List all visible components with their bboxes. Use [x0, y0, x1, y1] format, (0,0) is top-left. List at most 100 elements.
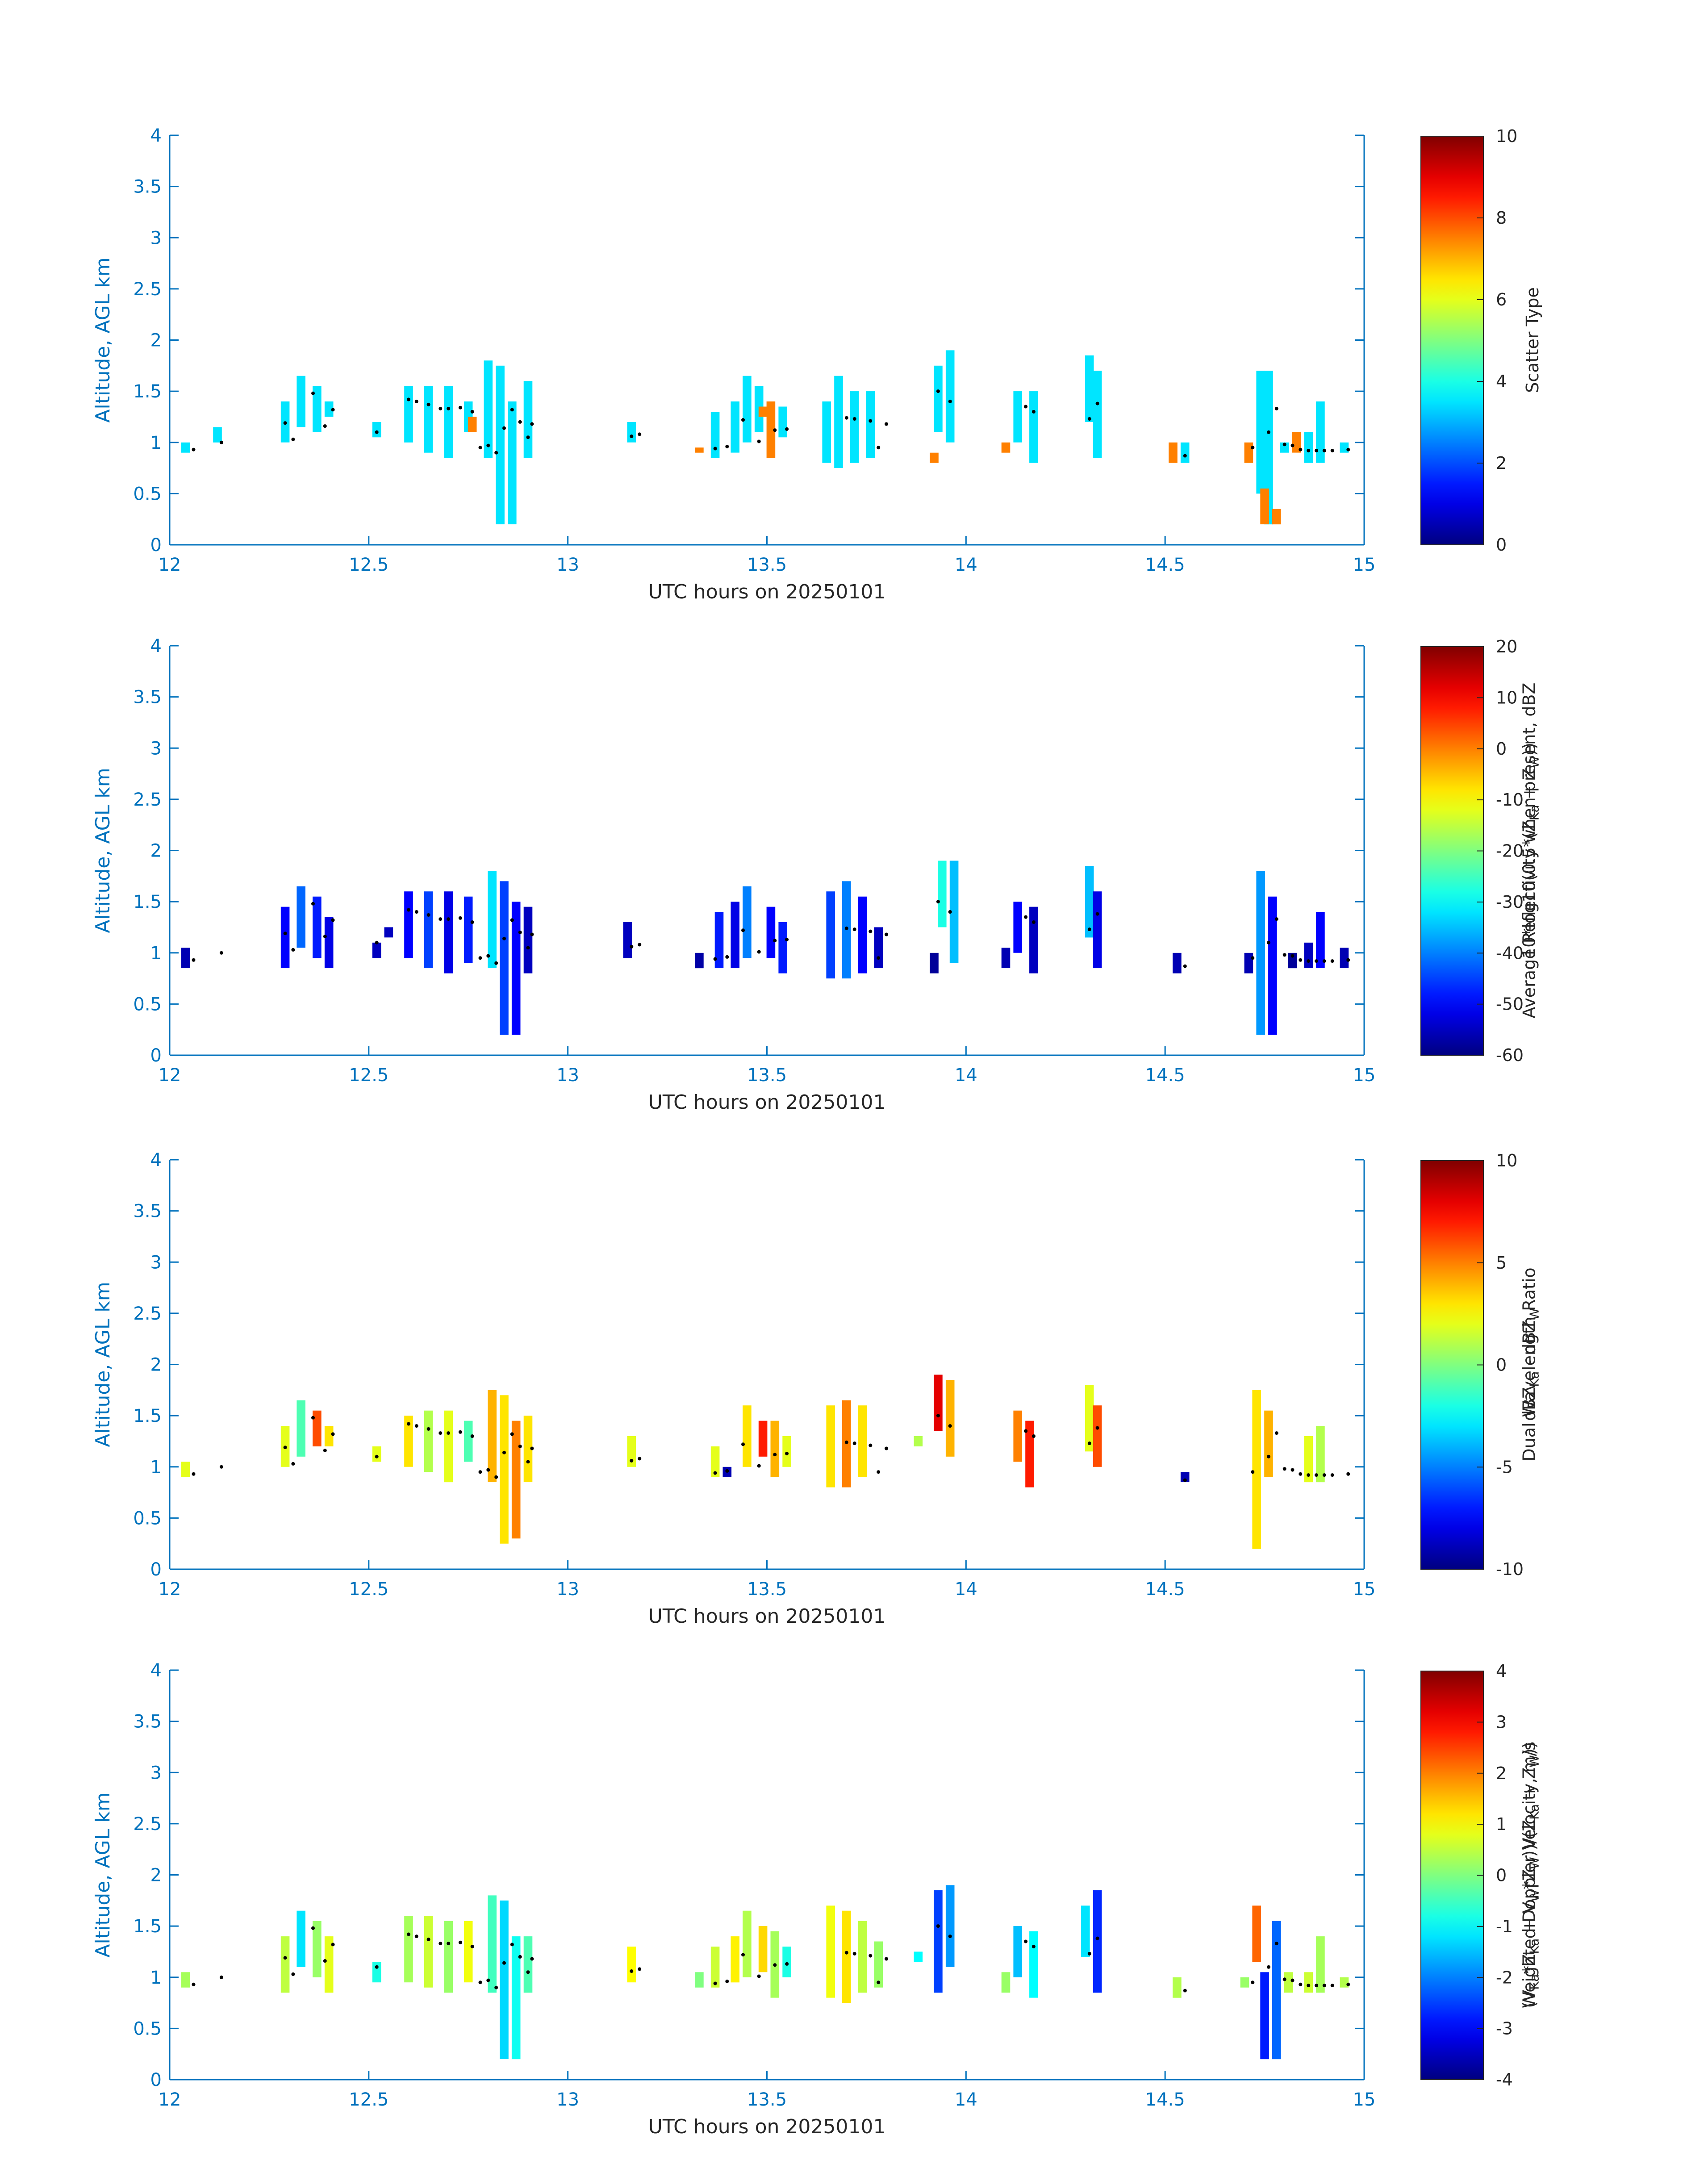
data-cell — [1001, 948, 1011, 969]
y-tick-label: 4 — [150, 636, 162, 656]
y-axis-title: Altitude, AGL km — [92, 1792, 114, 1957]
cloud-base-marker — [1031, 410, 1036, 414]
data-cell — [324, 917, 334, 969]
cloud-base-marker — [630, 1969, 634, 1973]
data-cell — [508, 401, 517, 525]
data-cell — [464, 896, 473, 963]
data-cell — [1013, 391, 1022, 443]
data-cell — [444, 1410, 453, 1483]
data-cell — [324, 401, 334, 417]
colorbar-tick-label: -3 — [1496, 2019, 1513, 2039]
cloud-base-marker — [426, 402, 430, 406]
cloud-base-marker — [1031, 1945, 1036, 1948]
cloud-base-marker — [757, 439, 761, 443]
cloud-base-marker — [1315, 1984, 1318, 1988]
data-cell — [511, 1936, 521, 2060]
cloud-base-marker — [1299, 1472, 1303, 1476]
data-cell — [930, 953, 939, 974]
colorbar-label-sub: W — [1527, 756, 1541, 769]
cloud-base-marker — [502, 1961, 506, 1965]
colorbar-gradient — [1420, 1160, 1484, 1570]
cloud-base-marker — [291, 1972, 295, 1976]
colorbar-tick-label: -5 — [1496, 1457, 1513, 1477]
cloud-base-marker — [414, 1424, 418, 1428]
colorbar-tick-label: 0 — [1496, 535, 1507, 555]
x-axis-title: UTC hours on 20250101 — [648, 1605, 886, 1628]
data-cell — [623, 922, 632, 958]
y-tick-label: 2 — [150, 330, 162, 351]
cloud-base-marker — [502, 936, 506, 940]
cloud-base-marker — [414, 400, 418, 403]
cloud-base-marker — [785, 427, 789, 431]
data-cell — [296, 1910, 305, 1967]
data-cell — [1272, 1921, 1281, 2060]
cloud-base-marker — [1307, 1473, 1311, 1477]
colorbar-label-seg: ))/(Z — [1519, 1820, 1539, 1857]
x-tick-label: 15 — [1353, 1065, 1376, 1086]
cloud-base-marker — [510, 1432, 514, 1436]
cloud-base-marker — [1315, 1473, 1318, 1477]
data-cell — [758, 1421, 768, 1457]
data-cell — [404, 1416, 413, 1467]
data-cell — [372, 1962, 381, 1983]
x-tick-label: 13.5 — [747, 1065, 787, 1086]
data-cell — [766, 907, 776, 958]
y-tick-label: 2.5 — [133, 790, 162, 810]
cloud-base-marker — [773, 1453, 777, 1457]
x-tick-label: 14.5 — [1145, 555, 1185, 575]
data-cell — [500, 1900, 509, 2060]
cloud-base-marker — [1346, 1472, 1350, 1476]
data-cell — [1252, 1390, 1261, 1549]
cloud-base-marker — [741, 1953, 745, 1957]
cloud-base-marker — [426, 1937, 430, 1941]
data-cell — [770, 1421, 780, 1477]
data-cell — [1260, 1972, 1269, 2060]
data-cell — [758, 1926, 768, 1972]
cloud-base-marker — [936, 1414, 940, 1418]
cloud-base-marker — [1024, 405, 1028, 409]
data-cell — [858, 896, 867, 974]
cloud-base-marker — [526, 435, 530, 439]
data-cell — [1085, 1385, 1094, 1452]
cloud-base-marker — [478, 956, 482, 960]
colorbar-tick-label: -30 — [1496, 892, 1524, 912]
x-tick-label: 12.5 — [349, 2089, 388, 2110]
colorbar-label-sub: W — [1527, 1857, 1541, 1869]
data-cell — [1244, 953, 1253, 974]
colorbar-label-seg: - dBZ — [1519, 1320, 1539, 1371]
cloud-base-marker — [1274, 1942, 1278, 1946]
y-tick-label: 2.5 — [133, 1304, 162, 1324]
data-cell — [1340, 442, 1349, 453]
cloud-base-marker — [1290, 1978, 1295, 1982]
cloud-base-marker — [1087, 1442, 1091, 1445]
data-cell — [1001, 442, 1011, 453]
data-cell — [695, 953, 704, 969]
cloud-base-marker — [192, 958, 196, 962]
data-cell — [1304, 432, 1313, 463]
data-cell — [710, 1446, 720, 1477]
x-tick-label: 12.5 — [349, 555, 388, 575]
y-tick-label: 1 — [150, 943, 162, 964]
cloud-base-marker — [530, 1446, 534, 1450]
data-cell — [1264, 1410, 1273, 1477]
cloud-base-marker — [725, 1469, 729, 1473]
data-cell — [938, 861, 947, 928]
cloud-base-marker — [885, 1446, 888, 1450]
x-tick-label: 13 — [556, 1579, 579, 1600]
cloud-base-marker — [773, 428, 777, 432]
cloud-base-marker — [192, 1982, 196, 1986]
cloud-base-marker — [936, 389, 940, 393]
data-cell — [627, 1947, 636, 1983]
cloud-base-marker — [283, 1956, 287, 1960]
data-cell — [324, 1936, 334, 1993]
x-tick-label: 12.5 — [349, 1579, 388, 1600]
cloud-base-marker — [494, 1985, 498, 1989]
cloud-base-marker — [1299, 1982, 1303, 1986]
cloud-base-marker — [1330, 1984, 1334, 1988]
cloud-base-marker — [331, 1943, 335, 1947]
cloud-base-marker — [438, 1431, 443, 1435]
data-cell — [1093, 371, 1102, 458]
colorbar: -10 -5 0 5 10 Dual Wavelength RatiodBZKa - dB… — [1420, 1151, 1541, 1579]
data-cell — [627, 422, 636, 443]
